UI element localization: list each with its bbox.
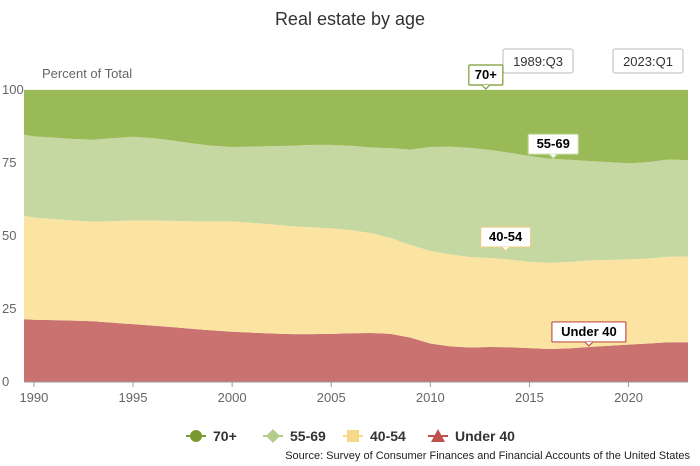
range-end-selector[interactable]: 2023:Q1 (612, 48, 684, 74)
callout-under-40: Under 40 (551, 321, 627, 347)
area-series-under-40[interactable] (24, 319, 688, 382)
callout-pointer (481, 84, 491, 90)
legend-square-icon (347, 430, 359, 442)
x-axis: 1990 1995 2000 2005 2010 2015 2020 (19, 381, 688, 405)
callout-label: 70+ (475, 67, 497, 82)
legend-circle-icon (190, 430, 202, 442)
legend-item-under-40[interactable]: Under 40 (428, 428, 515, 444)
area-series-40-54[interactable] (24, 215, 688, 350)
legend-item-70plus[interactable]: 70+ (186, 428, 237, 444)
x-tick-label: 2020 (614, 390, 643, 405)
x-tick-label: 1995 (119, 390, 148, 405)
y-tick-label: 0 (2, 374, 9, 389)
chart-title: Real estate by age (275, 9, 425, 29)
x-tick-label: 1990 (19, 390, 48, 405)
legend-label: 70+ (213, 428, 237, 444)
legend-diamond-icon (266, 429, 280, 443)
legend-item-55-69[interactable]: 55-69 (263, 428, 326, 444)
legend-label: 55-69 (290, 428, 326, 444)
callout-pointer (501, 246, 511, 252)
x-tick-label: 2000 (218, 390, 247, 405)
callout-label: 40-54 (489, 229, 523, 244)
y-tick-label: 100 (2, 82, 24, 97)
callout-pointer (584, 341, 594, 347)
y-axis: 0 25 50 75 100 (2, 82, 24, 389)
callout-label: 55-69 (537, 136, 570, 151)
y-axis-label: Percent of Total (42, 66, 132, 81)
legend-label: Under 40 (455, 428, 515, 444)
callout-70plus: 70+ (468, 64, 504, 90)
legend-triangle-icon (431, 429, 445, 442)
series-callouts: 70+ 55-69 40-54 Under 40 (468, 64, 627, 347)
y-tick-label: 50 (2, 228, 16, 243)
legend-item-40-54[interactable]: 40-54 (343, 428, 406, 444)
callout-55-69: 55-69 (527, 133, 579, 160)
callout-label: Under 40 (561, 324, 617, 339)
area-series-70plus[interactable] (24, 90, 688, 164)
source-note: Source: Survey of Consumer Finances and … (285, 450, 690, 462)
y-tick-label: 25 (2, 301, 16, 316)
x-tick-label: 2010 (416, 390, 445, 405)
range-start-selector[interactable]: 1989:Q3 (502, 48, 574, 74)
x-tick-label: 2015 (515, 390, 544, 405)
y-tick-label: 75 (2, 155, 16, 170)
legend[interactable]: 70+ 55-69 40-54 Under 40 (186, 428, 515, 444)
callout-40-54: 40-54 (480, 226, 532, 252)
range-start-label: 1989:Q3 (513, 54, 563, 69)
legend-label: 40-54 (370, 428, 406, 444)
x-tick-label: 2005 (317, 390, 346, 405)
callout-pointer (548, 153, 558, 160)
range-end-label: 2023:Q1 (623, 54, 673, 69)
